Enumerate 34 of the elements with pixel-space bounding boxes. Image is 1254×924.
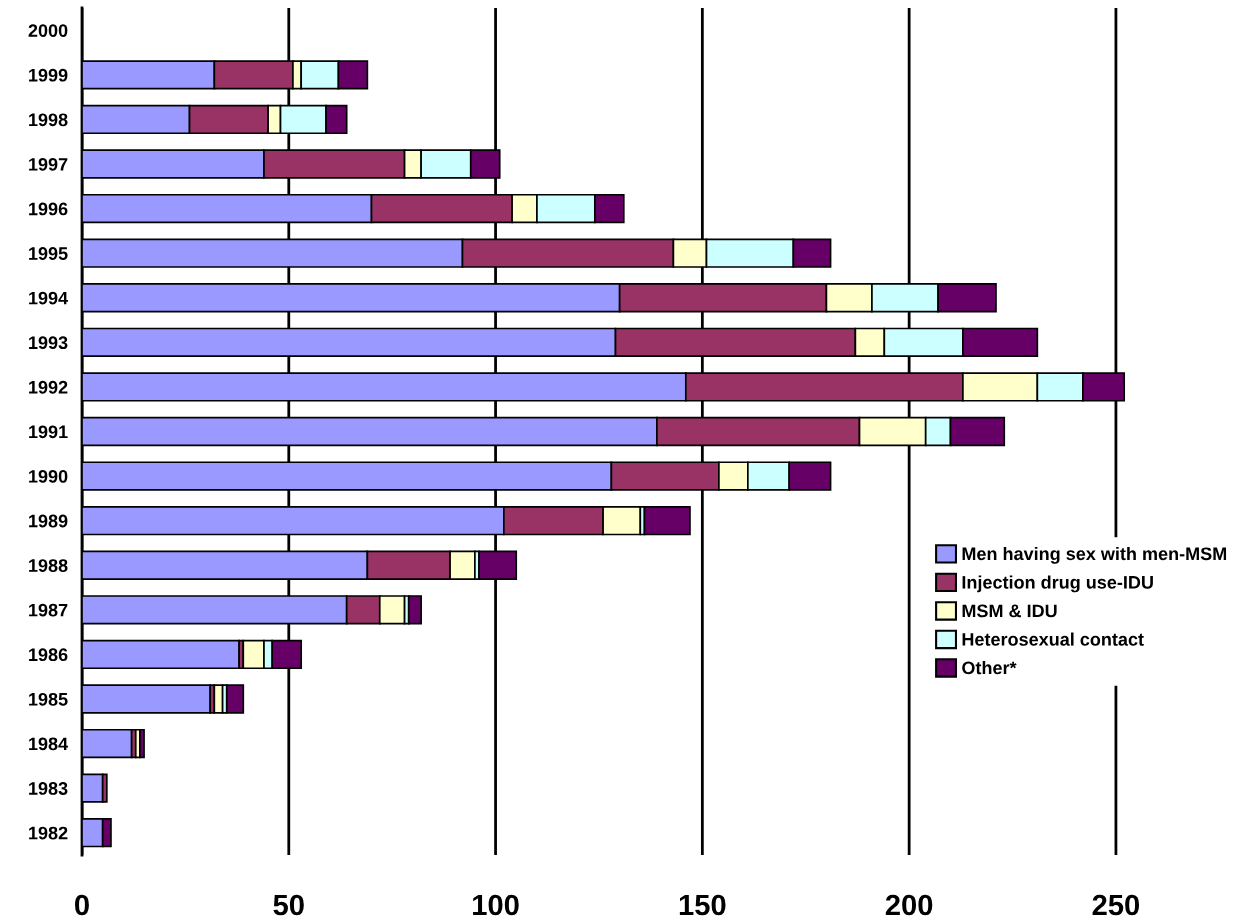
y-tick-label: 2000 <box>28 24 68 38</box>
legend-label: Men having sex with men-MSM <box>962 546 1227 564</box>
y-tick-label: 1983 <box>29 782 68 795</box>
y-tick-label: 1997 <box>29 157 68 171</box>
y-tick-label: 1986 <box>29 648 68 662</box>
y-tick-label: 1988 <box>29 559 68 572</box>
bar <box>225 684 245 714</box>
x-tick-label: 150 <box>679 894 726 916</box>
x-tick-label: 100 <box>473 894 519 916</box>
x-tick-label: 50 <box>273 894 304 916</box>
legend-label: Injection drug use-IDU <box>962 575 1153 593</box>
y-tick-label: 1995 <box>29 247 68 260</box>
bar <box>139 728 145 759</box>
x-tick-label: 0 <box>75 894 89 916</box>
y-tick-label: 1996 <box>29 202 68 216</box>
y-tick-label: 1991 <box>29 425 68 439</box>
bar <box>407 595 422 625</box>
y-tick-label: 1998 <box>29 113 68 127</box>
y-tick-label: 1984 <box>29 737 69 751</box>
legend-label: MSM & IDU <box>962 604 1057 618</box>
legend-label: Other* <box>962 660 1017 675</box>
x-tick-label: 200 <box>885 894 933 916</box>
legend-label: Heterosexual contact <box>962 632 1144 646</box>
y-tick-label: 1990 <box>29 470 68 483</box>
y-tick-label: 1994 <box>29 291 69 305</box>
y-tick-label: 1987 <box>29 603 68 617</box>
y-tick-label: 1982 <box>29 826 68 840</box>
y-tick-label: 1985 <box>29 692 68 706</box>
x-tick-label: 250 <box>1092 894 1140 916</box>
y-tick-label: 1989 <box>29 514 68 528</box>
y-tick-label: 1993 <box>29 336 68 350</box>
y-tick-label: 1999 <box>29 68 68 82</box>
y-tick-label: 1992 <box>29 380 68 394</box>
bar <box>643 506 691 536</box>
